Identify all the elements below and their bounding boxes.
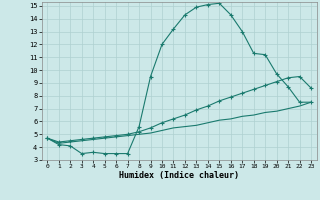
X-axis label: Humidex (Indice chaleur): Humidex (Indice chaleur): [119, 171, 239, 180]
